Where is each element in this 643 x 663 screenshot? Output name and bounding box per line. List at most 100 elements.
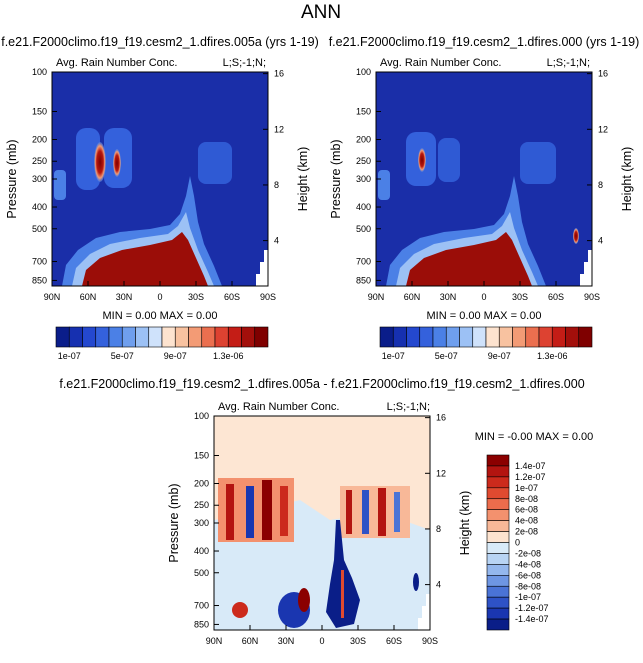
colorbar-label: 1.3e-06 [537, 351, 568, 361]
height-tick-label: 8 [436, 524, 441, 534]
colorbar-swatch [578, 326, 593, 348]
stats-left: MIN = 0.00 MAX = 0.00 [103, 310, 218, 322]
x-tick-label: 0 [319, 636, 324, 646]
x-tick-label: 30S [512, 292, 528, 302]
colorbar-swatch [565, 326, 580, 348]
colorbar-label: -6e-08 [515, 570, 541, 580]
y-label-right-0: Height (km) [296, 147, 310, 212]
colorbar-swatch [485, 326, 500, 348]
colorbar-swatch [486, 454, 510, 467]
isolated-blue-cell [413, 573, 419, 591]
colorbar-label: 1e-07 [58, 351, 81, 361]
x-tick-label: 90N [44, 292, 61, 302]
chart-marks: 90N 60N 30N 0 30S 60S 90S 100 150 200 250 300 400 500… [32, 67, 608, 646]
height-tick-label: 12 [274, 124, 284, 134]
y-tick-label: 100 [32, 67, 47, 77]
upper-stripe-3 [262, 480, 272, 540]
upper-stripe-7 [378, 488, 386, 536]
colorbar-swatch [486, 607, 510, 620]
x-tick-label: 60S [386, 636, 402, 646]
upper-core-left [418, 148, 426, 172]
upper-blob-left-1 [76, 128, 100, 190]
height-tick-label: 12 [436, 468, 446, 478]
colorbar-swatch [148, 326, 163, 348]
y-tick-label: 200 [194, 479, 209, 489]
y-tick-label: 700 [194, 601, 209, 611]
height-tick-label: 4 [274, 236, 279, 246]
colorbar-swatch [161, 326, 176, 348]
height-tick-label: 8 [274, 180, 279, 190]
colorbar-swatch [551, 326, 566, 348]
colorbar-swatch [121, 326, 136, 348]
plot-area-diff [214, 416, 430, 630]
x-tick-label: 0 [157, 292, 162, 302]
x-tick-label: 60N [80, 292, 97, 302]
height-tick-label: 4 [436, 580, 441, 590]
y-tick-label: 500 [32, 224, 47, 234]
upper-core-left-b [113, 149, 121, 177]
y-tick-label: 850 [194, 619, 209, 629]
colorbar-swatch [486, 531, 510, 543]
stats-right: MIN = 0.00 MAX = 0.00 [427, 310, 542, 322]
colorbar-swatch [55, 326, 70, 348]
x-tick-label: 60S [224, 292, 240, 302]
y-tick-label: 700 [356, 257, 371, 267]
y-tick-label: 300 [356, 174, 371, 184]
colorbar-swatch [486, 498, 510, 510]
colorbar-label: 8e-08 [515, 494, 538, 504]
colorbar-swatch [406, 326, 421, 348]
colorbar-swatch [241, 326, 256, 348]
variable-label-diff: Avg. Rain Number Conc. [218, 401, 339, 413]
colorbar-swatch [498, 326, 513, 348]
upper-blob-right [520, 142, 556, 184]
colorbar-swatch [486, 520, 510, 532]
low-red-lobe [298, 588, 310, 612]
height-tick-label: 12 [598, 124, 608, 134]
colorbar-swatch [486, 553, 510, 565]
region-tag-left: L;S;-1;N; [223, 57, 266, 69]
region-tag-right: L;S;-1;N; [547, 57, 590, 69]
colorbar-label: 2e-08 [515, 527, 538, 537]
y-label-left-0: Pressure (mb) [5, 139, 19, 218]
upper-stripe-5 [346, 490, 352, 534]
y-tick-label: 150 [32, 106, 47, 116]
y-tick-label: 850 [32, 275, 47, 285]
y-tick-label: 400 [356, 202, 371, 212]
colorbar-label: 1.3e-06 [213, 351, 244, 361]
colorbar-label: -4e-08 [515, 559, 541, 569]
colorbar-label: 6e-08 [515, 505, 538, 515]
upper-stripe-4 [280, 486, 288, 536]
y-tick-label: 200 [32, 135, 47, 145]
colorbar-swatch [135, 326, 150, 348]
y-tick-label: 150 [356, 106, 371, 116]
colorbar-swatch [419, 326, 434, 348]
colorbar-swatch [472, 326, 487, 348]
colorbar-label: 1e-07 [515, 483, 538, 493]
x-tick-label: 90S [422, 636, 438, 646]
colorbar-swatch [538, 326, 553, 348]
stats-diff: MIN = -0.00 MAX = 0.00 [475, 431, 594, 443]
x-tick-label: 90S [584, 292, 600, 302]
y-tick-label: 250 [356, 156, 371, 166]
colorbar-swatch [379, 326, 394, 348]
colorbar-swatch [486, 596, 510, 609]
y-label-right-1: Height (km) [620, 147, 634, 212]
plot-area-right [376, 72, 592, 286]
low-red-lobe-2 [232, 602, 248, 618]
x-tick-label: 30N [116, 292, 133, 302]
colorbar-label: 5e-07 [111, 351, 134, 361]
rain-field-core [406, 232, 532, 286]
upper-stripe-2 [246, 486, 254, 538]
y-tick-label: 300 [32, 174, 47, 184]
y-tick-label: 700 [32, 257, 47, 267]
y-label-right-2: Height (km) [458, 491, 472, 556]
variable-label-right: Avg. Rain Number Conc. [380, 57, 501, 69]
upper-blob-left-2 [438, 138, 460, 182]
y-label-left-1: Pressure (mb) [329, 139, 343, 218]
y-tick-label: 300 [194, 518, 209, 528]
upper-stripe-1 [226, 484, 234, 540]
x-tick-label: 30N [440, 292, 457, 302]
x-tick-label: 60N [242, 636, 259, 646]
y-label-left-2: Pressure (mb) [167, 483, 181, 562]
colorbar-swatch [95, 326, 110, 348]
